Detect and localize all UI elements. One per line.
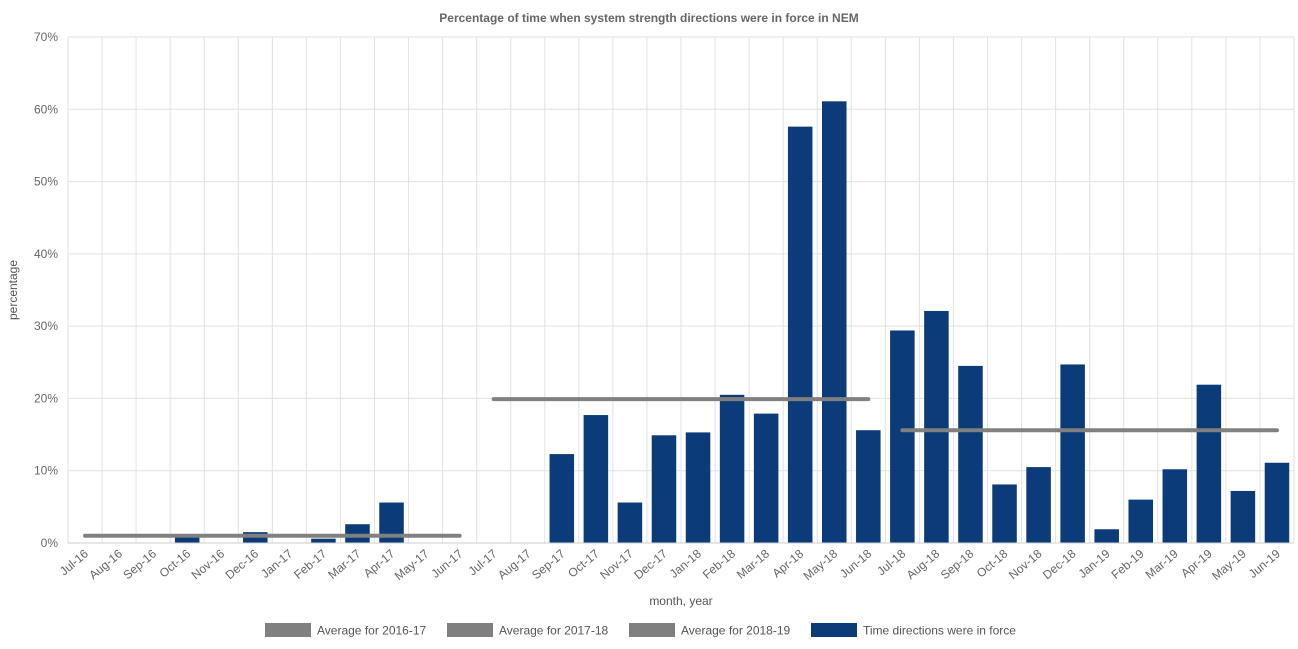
x-tick-label: May-17	[392, 546, 432, 583]
bar[interactable]	[345, 524, 370, 543]
legend-swatch	[447, 623, 493, 637]
legend-label: Time directions were in force	[863, 624, 1016, 638]
legend-item[interactable]: Average for 2018-19	[629, 623, 791, 638]
bar[interactable]	[583, 415, 609, 543]
x-tick-label: Dec-17	[631, 546, 670, 582]
x-tick-label: Nov-18	[1006, 546, 1045, 582]
x-tick-label: Dec-16	[223, 546, 262, 582]
y-tick-label: 20%	[34, 391, 58, 405]
legend-item[interactable]: Time directions were in force	[811, 623, 1016, 638]
x-tick-label: Sep-17	[529, 546, 568, 582]
gridlines	[67, 36, 1295, 544]
legend[interactable]: Average for 2016-17 Average for 2017-18 Av…	[265, 623, 1016, 638]
x-tick-label: Jun-18	[837, 546, 874, 581]
x-tick-label: Sep-16	[120, 546, 159, 582]
x-tick-label: Jun-17	[428, 546, 465, 581]
x-tick-label: Apr-17	[361, 546, 398, 580]
bar[interactable]	[890, 330, 915, 543]
x-tick-label: Mar-19	[1143, 546, 1181, 581]
x-tick-label: Feb-17	[291, 546, 329, 581]
legend-label: Average for 2017-18	[499, 624, 609, 638]
bar[interactable]	[1128, 499, 1154, 543]
legend-label: Average for 2016-17	[317, 624, 427, 638]
x-tick-label: Aug-17	[495, 546, 534, 582]
y-tick-label: 60%	[34, 102, 58, 116]
y-tick-label: 0%	[41, 536, 59, 550]
x-tick-label: Jan-18	[667, 546, 704, 581]
y-tick-label: 10%	[34, 464, 58, 478]
x-tick-label: Feb-19	[1109, 546, 1147, 581]
bar[interactable]	[549, 454, 575, 543]
legend-item[interactable]: Average for 2016-17	[265, 623, 427, 638]
y-tick-label: 40%	[34, 247, 58, 261]
average-lines	[83, 397, 1279, 538]
legend-swatch	[629, 623, 675, 637]
bar[interactable]	[1162, 469, 1188, 543]
bar[interactable]	[1196, 384, 1222, 543]
x-tick-label: Feb-18	[700, 546, 738, 581]
bar[interactable]	[1230, 490, 1256, 543]
x-tick-label: Jul-17	[466, 546, 500, 578]
x-tick-label: May-19	[1209, 546, 1249, 583]
legend-swatch	[811, 623, 857, 637]
bar[interactable]	[958, 365, 983, 543]
legend-label: Average for 2018-19	[681, 624, 791, 638]
x-tick-label: Dec-18	[1040, 546, 1079, 582]
bar[interactable]	[787, 126, 813, 544]
x-tick-label: Aug-16	[86, 546, 125, 582]
bar-series	[174, 101, 1290, 544]
bar[interactable]	[1094, 529, 1119, 543]
y-tick-label: 30%	[34, 319, 58, 333]
bar[interactable]	[1264, 462, 1290, 543]
bar[interactable]	[821, 101, 847, 543]
bar[interactable]	[685, 432, 711, 543]
bar[interactable]	[311, 538, 336, 543]
bar[interactable]	[651, 435, 677, 543]
bar[interactable]	[617, 502, 643, 543]
y-axis-title: percentage	[6, 260, 20, 320]
x-tick-label: Jul-16	[57, 546, 91, 578]
y-tick-label: 50%	[34, 175, 58, 189]
chart-title: Percentage of time when system strength …	[439, 11, 858, 25]
bar[interactable]	[924, 310, 949, 543]
bar[interactable]	[992, 484, 1017, 543]
x-tick-label: Apr-19	[1178, 546, 1215, 580]
x-tick-label: Jan-17	[258, 546, 295, 581]
bar[interactable]	[1026, 467, 1051, 543]
legend-swatch	[265, 623, 311, 637]
x-tick-label: Mar-17	[325, 546, 363, 581]
x-tick-label: Jan-19	[1076, 546, 1113, 581]
x-tick-label: Jul-18	[874, 546, 908, 578]
bar[interactable]	[1060, 364, 1085, 543]
x-tick-label: Sep-18	[938, 546, 977, 582]
x-tick-label: Oct-17	[565, 546, 602, 580]
y-tick-label: 70%	[34, 30, 58, 44]
x-tick-label: Jun-19	[1246, 546, 1283, 581]
x-tick-label: Oct-16	[157, 546, 194, 580]
x-tick-label: Mar-18	[734, 546, 772, 581]
legend-item[interactable]: Average for 2017-18	[447, 623, 609, 638]
y-axis-ticks: 0% 10% 20% 30% 40% 50% 60% 70%	[34, 30, 58, 550]
x-axis-ticks: Jul-16Aug-16Sep-16Oct-16Nov-16Dec-16Jan-…	[57, 546, 1283, 583]
x-tick-label: May-18	[801, 546, 841, 583]
x-tick-label: Nov-16	[189, 546, 228, 582]
bar[interactable]	[753, 413, 779, 543]
x-tick-label: Nov-17	[597, 546, 636, 582]
x-axis-title: month, year	[649, 594, 712, 608]
bar[interactable]	[856, 430, 881, 543]
x-tick-label: Aug-18	[904, 546, 943, 582]
bar[interactable]	[719, 394, 745, 543]
x-tick-label: Apr-18	[770, 546, 807, 580]
x-tick-label: Oct-18	[974, 546, 1011, 580]
bar[interactable]	[174, 535, 200, 543]
